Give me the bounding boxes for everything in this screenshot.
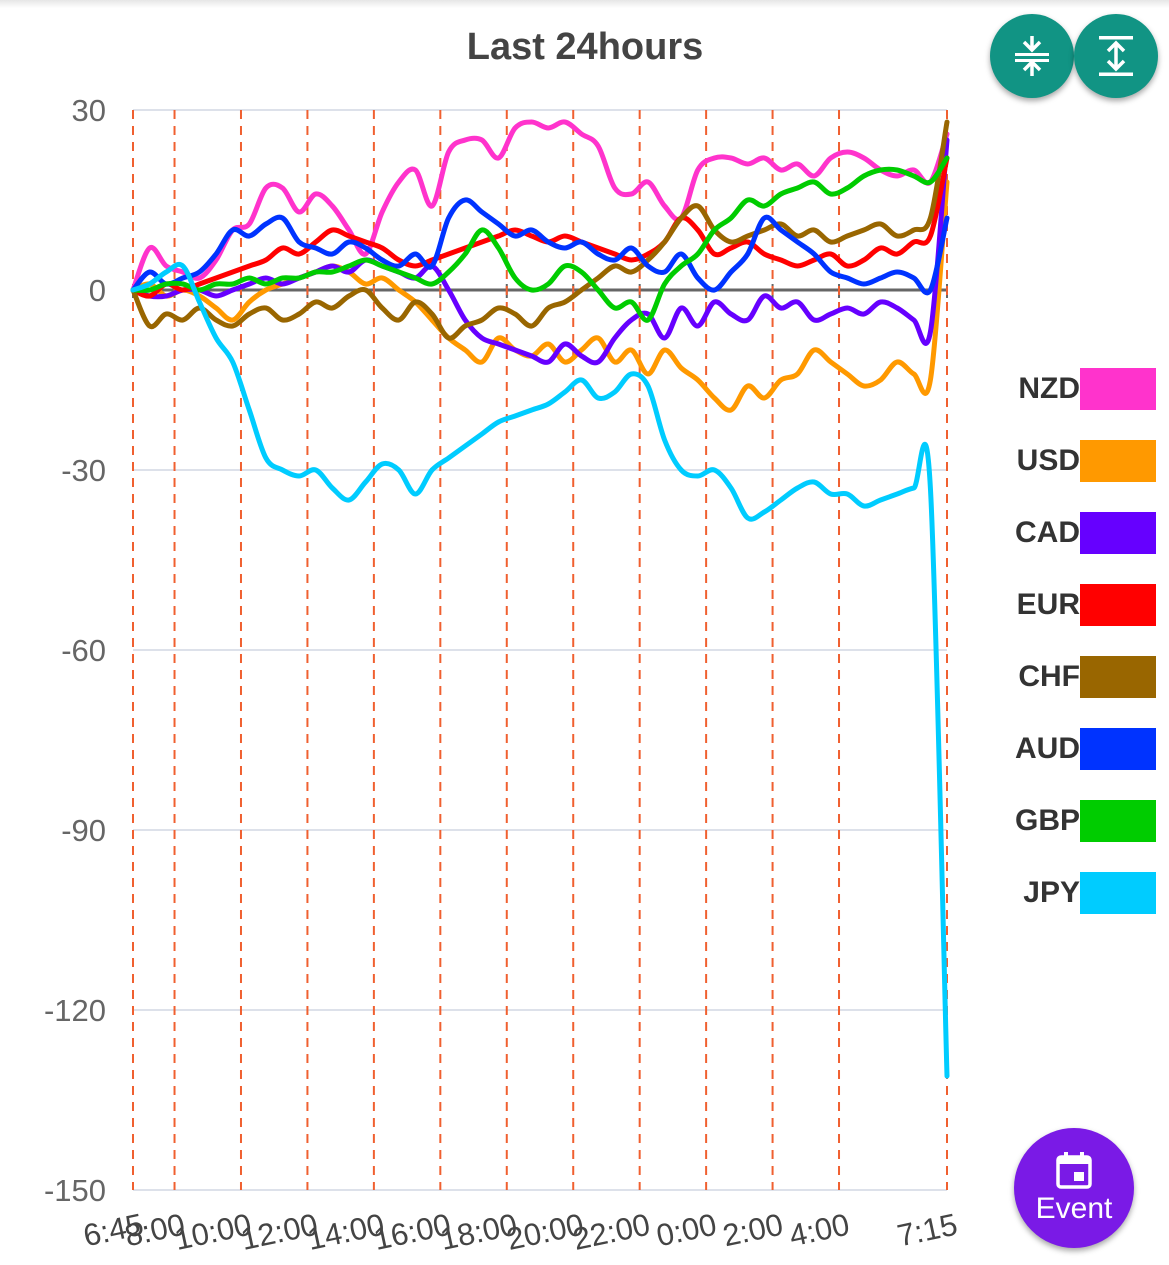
legend-label: USD [1016,444,1080,477]
legend-swatch [1080,512,1156,554]
series-line-eur [130,155,950,299]
y-tick-label: 0 [89,273,106,308]
y-tick-label: -60 [61,633,106,668]
legend-label: AUD [1015,732,1080,765]
y-tick-label: -150 [44,1173,106,1208]
legend-item-jpy[interactable]: JPY [960,872,1156,914]
calendar-icon [1056,1152,1092,1189]
event-button-label: Event [1035,1192,1113,1225]
top-shadow-bar [0,0,1169,8]
legend-item-aud[interactable]: AUD [960,728,1156,770]
y-tick-label: -30 [61,453,106,488]
series-line-cad [130,137,950,366]
expand-vertical-button[interactable] [1074,14,1158,98]
series-line-nzd [130,119,950,293]
legend-item-eur[interactable]: EUR [960,584,1156,626]
event-button[interactable]: Event [1014,1128,1134,1248]
series-line-gbp [130,155,950,323]
y-tick-label: 30 [72,93,106,128]
legend-swatch [1080,368,1156,410]
y-tick-label: -120 [44,993,106,1028]
legend-swatch [1080,440,1156,482]
legend-swatch [1080,800,1156,842]
x-tick-label: 0:00 [653,1207,719,1254]
legend-item-usd[interactable]: USD [960,440,1156,482]
x-tick-label: 4:00 [786,1207,852,1254]
legend-swatch [1080,728,1156,770]
compress-vertical-icon [1015,36,1049,76]
legend-item-nzd[interactable]: NZD [960,368,1156,410]
legend-label: EUR [1016,588,1080,621]
x-tick-label: 2:00 [720,1207,786,1254]
legend-label: CHF [1018,660,1080,693]
x-tick-label: 7:15 [894,1207,960,1254]
series-line-aud [130,197,950,296]
y-tick-label: -90 [61,813,106,848]
legend-item-chf[interactable]: CHF [960,656,1156,698]
legend-label: JPY [1023,876,1080,909]
legend-item-cad[interactable]: CAD [960,512,1156,554]
series-line-jpy [130,261,950,1079]
x-tick-label: 22:00 [570,1207,653,1257]
compress-vertical-button[interactable] [990,14,1074,98]
legend-label: CAD [1015,516,1080,549]
legend-swatch [1080,872,1156,914]
legend-label: GBP [1014,804,1080,837]
series-line-chf [130,119,950,341]
series-line-usd [130,179,950,413]
legend-swatch [1080,656,1156,698]
chart-title: Last 24hours [466,26,704,68]
legend-item-gbp[interactable]: GBP [960,800,1156,842]
legend-swatch [1080,584,1156,626]
legend-label: NZD [1018,372,1080,405]
expand-vertical-icon [1099,36,1133,76]
